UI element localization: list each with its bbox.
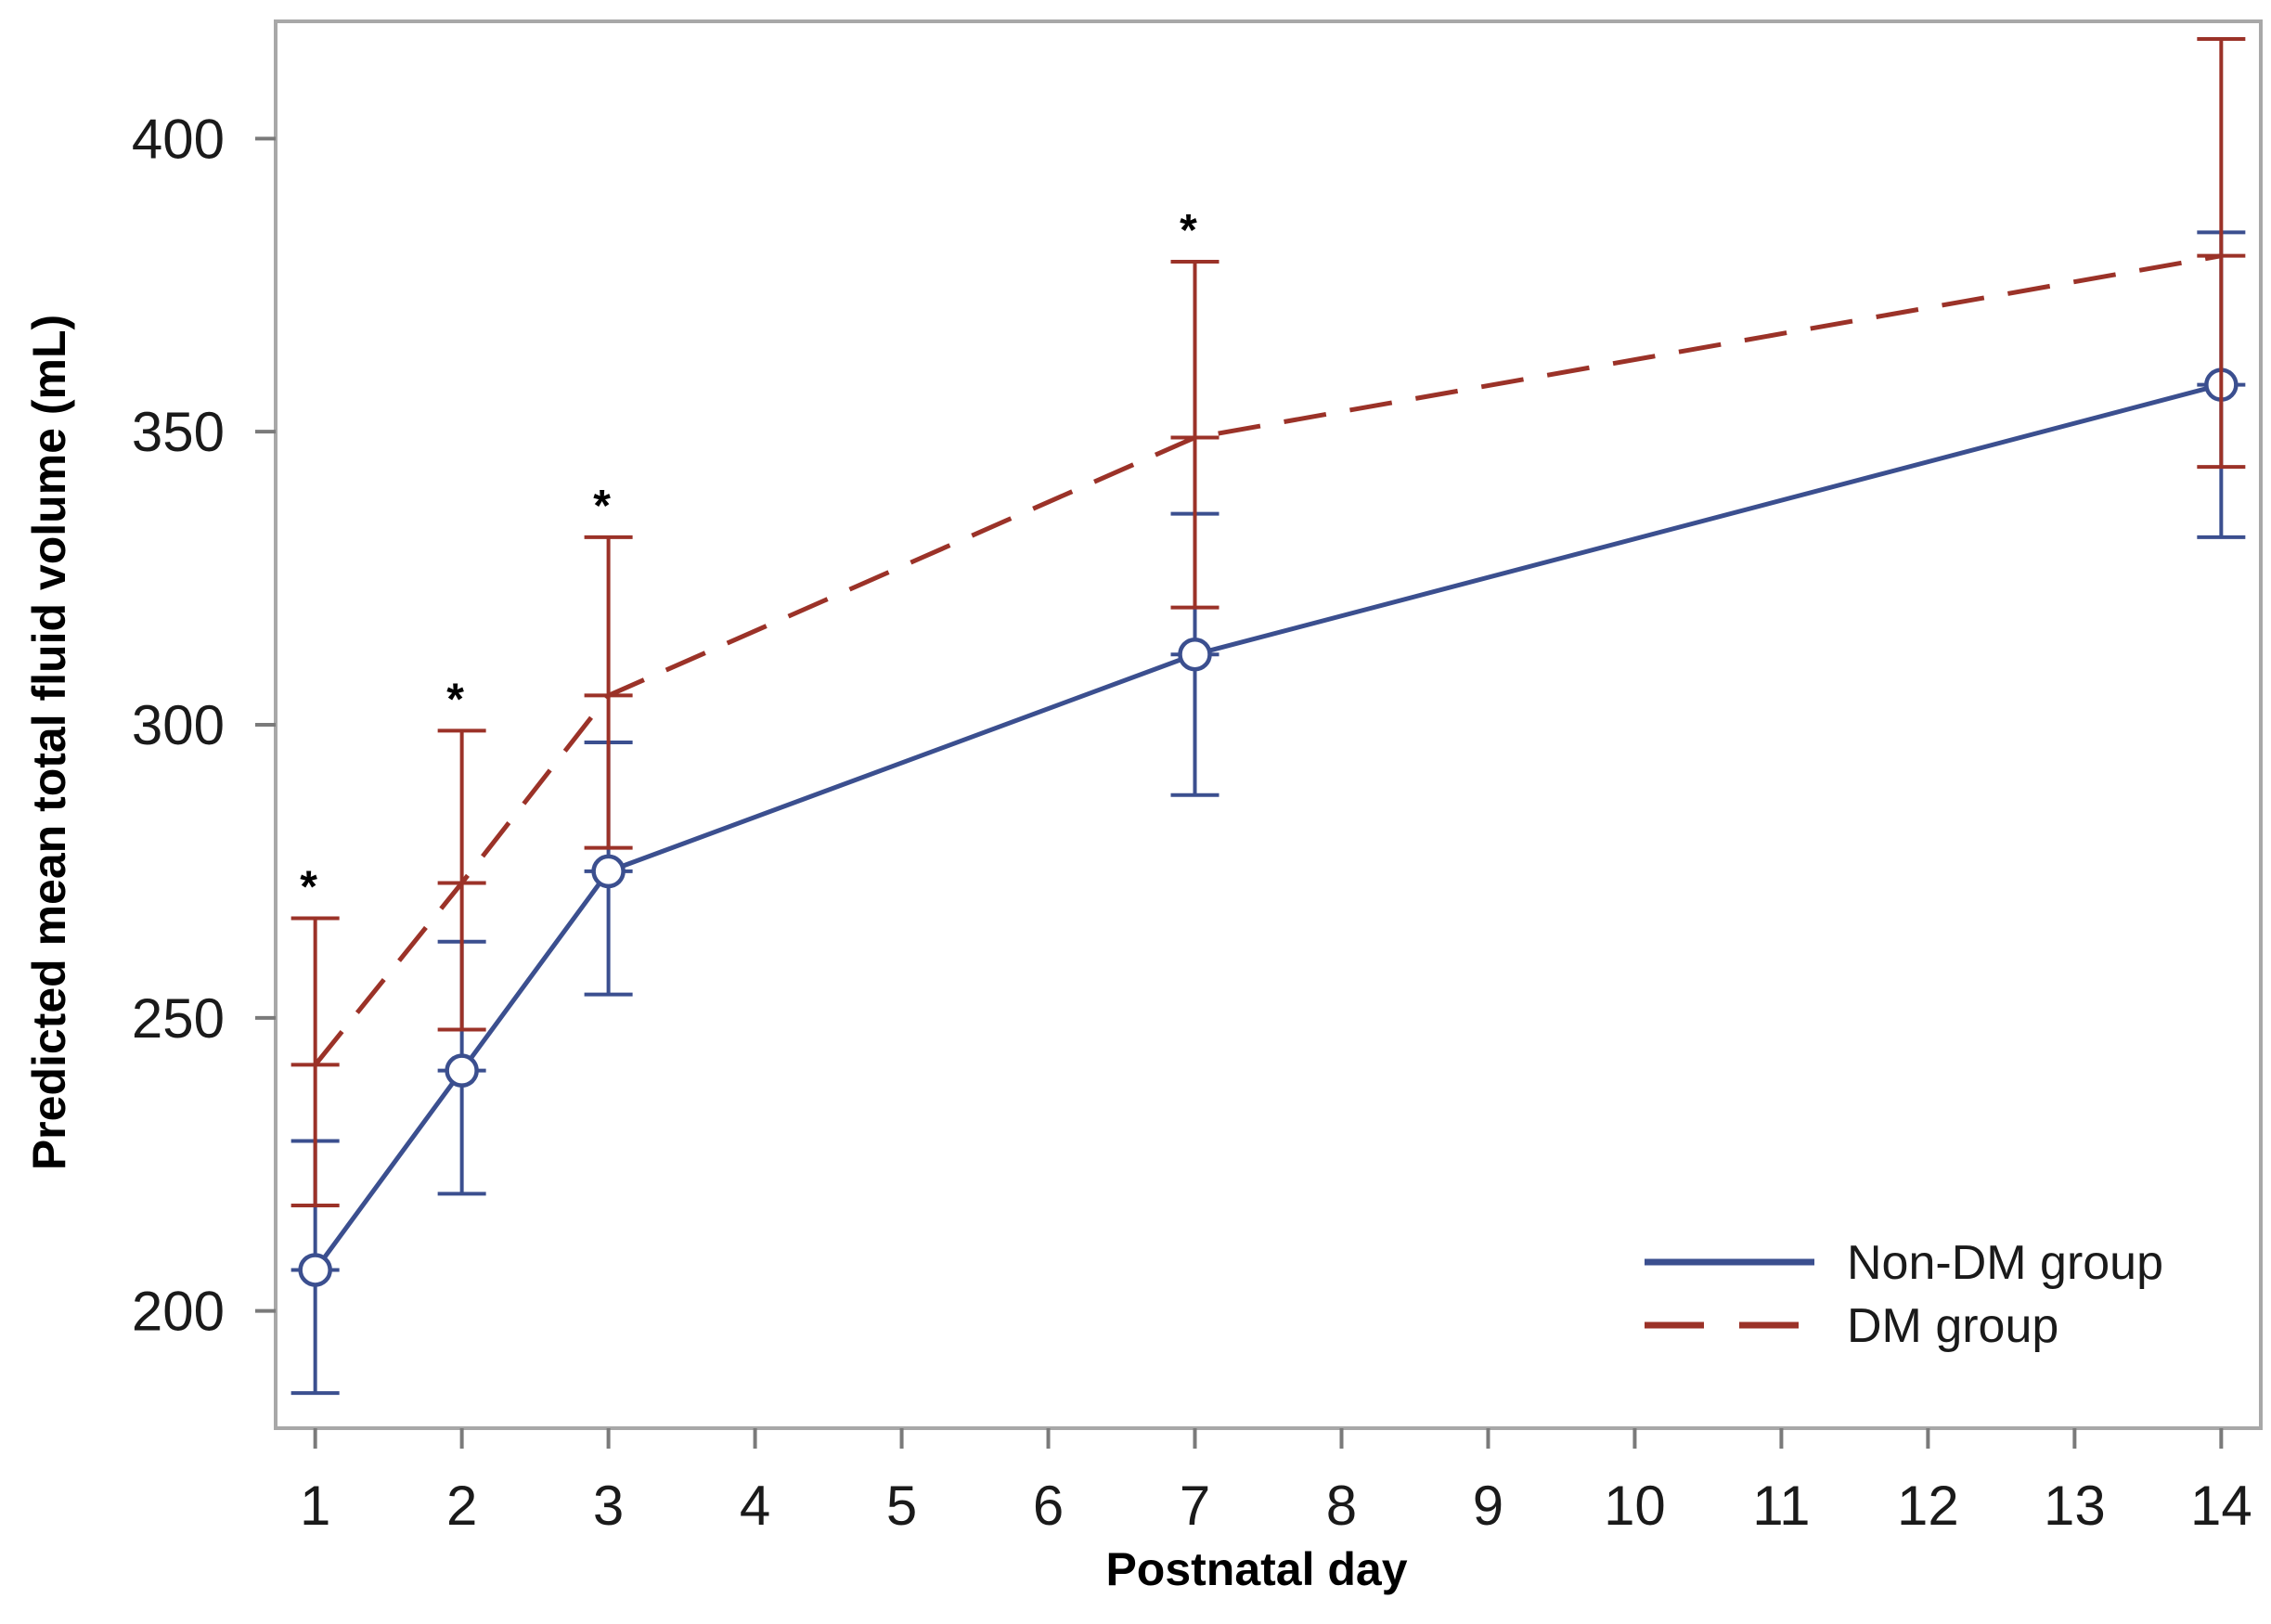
significance-asterisk: * [593, 482, 611, 531]
legend-item: Non-DM group [1645, 1236, 2163, 1290]
y-tick-label: 250 [132, 987, 225, 1050]
significance-markers: * * * * [300, 206, 1197, 911]
x-axis: 1 2 3 4 5 6 7 8 9 10 11 12 13 14 [300, 1428, 2252, 1537]
x-axis-title: Postnatal day [1105, 1543, 1407, 1595]
significance-asterisk: * [446, 675, 464, 724]
x-tick-label: 7 [1180, 1475, 1210, 1537]
y-axis: 200 250 300 350 400 [132, 108, 276, 1343]
x-tick-label: 10 [1604, 1475, 1666, 1537]
series-1 [290, 230, 2246, 1396]
x-tick-label: 13 [2044, 1475, 2106, 1537]
data-point [591, 854, 626, 889]
significance-asterisk: * [300, 862, 317, 911]
series-layer [290, 36, 2246, 1396]
legend: Non-DM group DM group [1645, 1236, 2163, 1353]
y-tick-label: 200 [132, 1281, 225, 1343]
x-tick-label: 4 [740, 1475, 770, 1537]
x-tick-label: 1 [300, 1475, 330, 1537]
y-tick-label: 350 [132, 401, 225, 463]
data-point [298, 1253, 332, 1287]
x-tick-label: 12 [1897, 1475, 1959, 1537]
y-axis-title: Predicted mean total fluid volume (mL) [23, 315, 75, 1170]
y-tick-label: 400 [132, 108, 225, 170]
series-line [313, 253, 2222, 1066]
x-tick-label: 2 [446, 1475, 477, 1537]
plot-frame [274, 19, 2263, 1430]
error-bar [1170, 259, 1219, 610]
legend-label: Non-DM group [1847, 1236, 2163, 1290]
x-tick-label: 3 [593, 1475, 624, 1537]
error-bar [584, 535, 633, 850]
series-2 [290, 36, 2246, 1207]
data-point [445, 1053, 479, 1088]
x-tick-label: 5 [886, 1475, 917, 1537]
error-bar [2197, 36, 2246, 470]
y-tick-label: 300 [132, 694, 225, 756]
data-point [1178, 637, 1212, 672]
x-tick-label: 8 [1326, 1475, 1357, 1537]
x-tick-label: 6 [1033, 1475, 1064, 1537]
x-tick-label: 11 [1752, 1475, 1810, 1537]
x-tick-label: 14 [2190, 1475, 2252, 1537]
significance-asterisk: * [1180, 206, 1197, 255]
legend-item: DM group [1645, 1299, 2058, 1353]
x-tick-label: 9 [1473, 1475, 1503, 1537]
legend-label: DM group [1847, 1299, 2058, 1353]
